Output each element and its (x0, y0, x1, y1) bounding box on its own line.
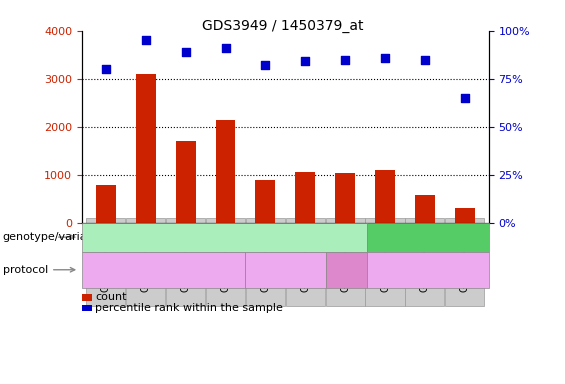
Point (301, 58, 310, 65)
Point (460, 95, 470, 101)
Bar (335, 173, 355, 223)
Text: percentile rank within the sample: percentile rank within the sample (95, 303, 283, 313)
Bar (415, 195, 435, 223)
Text: differenti
ated
control: differenti ated control (325, 255, 367, 285)
Point (101, 66, 110, 72)
Point (261, 62, 270, 68)
Point (181, 49, 190, 55)
Point (141, 37, 150, 43)
Text: genotype/variation: genotype/variation (3, 232, 109, 242)
Text: protocol: protocol (3, 265, 75, 275)
Bar (375, 170, 395, 223)
Text: Gata3 overexpression: Gata3 overexpression (114, 265, 213, 274)
Bar (455, 208, 475, 223)
Bar (215, 119, 236, 223)
Text: count: count (95, 292, 127, 302)
Bar (176, 141, 195, 223)
Point (380, 55, 389, 61)
Point (221, 45, 230, 51)
Bar (295, 172, 315, 223)
Bar (255, 180, 275, 223)
Point (341, 56, 350, 63)
Text: Cdx2
overexpression: Cdx2 overexpression (251, 260, 320, 280)
Text: Gata3 overexpression: Gata3 overexpression (378, 265, 477, 274)
Text: control: control (205, 232, 244, 242)
Bar (96, 185, 116, 223)
Point (420, 56, 429, 63)
Text: Cdx2-null: Cdx2-null (401, 232, 454, 242)
Bar (136, 74, 156, 223)
Text: GDS3949 / 1450379_at: GDS3949 / 1450379_at (202, 19, 363, 33)
